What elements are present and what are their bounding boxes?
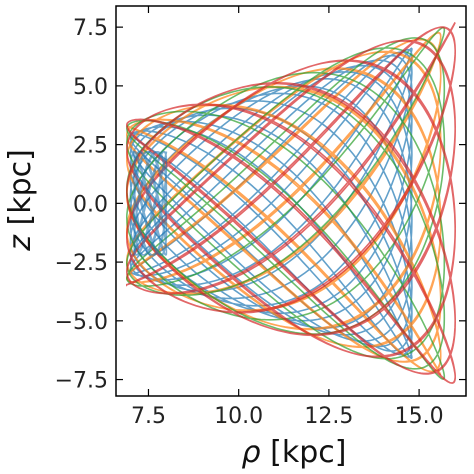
orbit-series-inner xyxy=(133,150,168,256)
x-tick-label: 7.5 xyxy=(131,404,166,429)
y-axis-label: z [kpc] xyxy=(3,149,38,252)
x-tick-label: 12.5 xyxy=(304,404,353,429)
y-tick-label: −5.0 xyxy=(55,310,108,335)
plot-frame xyxy=(115,5,467,397)
orbit-series-3 xyxy=(125,21,457,384)
axes: 7.5 10.0 12.5 15.0 −7.5 −5.0 −2.5 0.0 2.5 5.0 7.5 xyxy=(55,5,467,429)
x-tick-label: 10.0 xyxy=(214,404,263,429)
y-tick-label: 0.0 xyxy=(73,192,108,217)
y-tick-label: −7.5 xyxy=(55,369,108,394)
orbit-series-0 xyxy=(129,47,413,360)
y-tick-label: 5.0 xyxy=(73,75,108,100)
y-tick-label: 2.5 xyxy=(73,134,108,159)
y-tick-label: 7.5 xyxy=(73,16,108,41)
x-tick-label: 15.0 xyxy=(395,404,444,429)
orbit-traces xyxy=(125,21,457,384)
y-tick-label: −2.5 xyxy=(55,251,108,276)
x-axis-label: ρ [kpc] xyxy=(242,435,347,470)
